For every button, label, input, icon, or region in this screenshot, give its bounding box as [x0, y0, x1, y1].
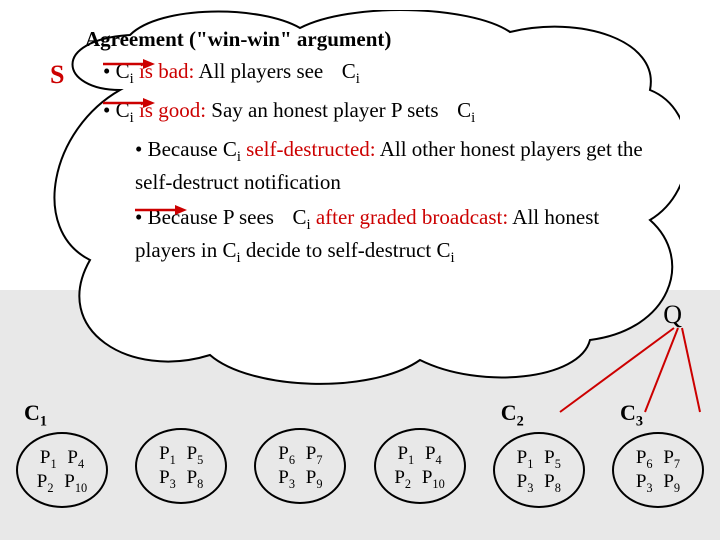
committee-row: P1 P5 — [156, 443, 206, 467]
t: i — [356, 72, 360, 88]
cloud-title: Agreement ("win-win" argument) — [85, 25, 645, 53]
t: i — [471, 111, 475, 127]
committee-ellipse: P1 P4P2 P10 — [16, 432, 108, 508]
committee-row: P3 P9 — [633, 471, 683, 495]
t: Say an honest player P sets — [206, 98, 444, 122]
committee-row: P3 P8 — [514, 471, 564, 495]
committee-label: C1 — [16, 400, 108, 430]
committee-row: P2 P10 — [34, 471, 90, 495]
committee-ellipse: P6 P7P3 P9 — [612, 432, 704, 508]
argument-cloud: Agreement ("win-win" argument) • Ci is b… — [40, 10, 680, 390]
committee: C1P1 P4P2 P10 — [16, 400, 108, 508]
committee-row: P6 P7 — [275, 443, 325, 467]
t: C — [457, 98, 471, 122]
committee-label: C3 — [612, 400, 704, 430]
committee: P6 P7P3 P9 — [254, 400, 346, 504]
t: decide to self-destruct C — [241, 238, 451, 262]
cloud-content: Agreement ("win-win" argument) • Ci is b… — [85, 25, 645, 275]
committee: P1 P5P3 P8 — [135, 400, 227, 504]
bullet-bad: • Ci is bad: All players see Ci — [103, 57, 645, 90]
committee-label — [374, 400, 466, 426]
t: C — [342, 59, 356, 83]
committee-ellipse: P1 P5P3 P8 — [135, 428, 227, 504]
t: self-destructed: — [241, 137, 376, 161]
committee-ellipse: P1 P5P3 P8 — [493, 432, 585, 508]
sub-self-destruct: • Because Ci self-destructed: All other … — [135, 135, 645, 196]
committee-label: C2 — [493, 400, 585, 430]
committee-ellipse: P6 P7P3 P9 — [254, 428, 346, 504]
committee-row: P6 P7 — [633, 447, 683, 471]
committee-row: P2 P10 — [391, 467, 447, 491]
t: All players see — [194, 59, 328, 83]
committee: P1 P4P2 P10 — [374, 400, 466, 504]
committee-row: P1 P4 — [394, 443, 444, 467]
committees-row: C1P1 P4P2 P10 P1 P5P3 P8 P6 P7P3 P9 P1 P… — [16, 400, 704, 530]
committee-label — [135, 400, 227, 426]
committee-row: P1 P5 — [514, 447, 564, 471]
committee: C2P1 P5P3 P8 — [493, 400, 585, 508]
committee-row: P3 P9 — [275, 467, 325, 491]
t: i — [451, 250, 455, 266]
committee: C3P6 P7P3 P9 — [612, 400, 704, 508]
sub-graded-broadcast: • Because P sees Ci after graded broadca… — [135, 203, 645, 269]
committee-row: P1 P4 — [37, 447, 87, 471]
t: • Because C — [135, 137, 237, 161]
bullet-good: • Ci is good: Say an honest player P set… — [103, 96, 645, 129]
committee-ellipse: P1 P4P2 P10 — [374, 428, 466, 504]
committee-row: P3 P8 — [156, 467, 206, 491]
t: after graded broadcast: — [311, 205, 509, 229]
t: C — [292, 205, 306, 229]
committee-label — [254, 400, 346, 426]
q-label: Q — [663, 300, 682, 330]
